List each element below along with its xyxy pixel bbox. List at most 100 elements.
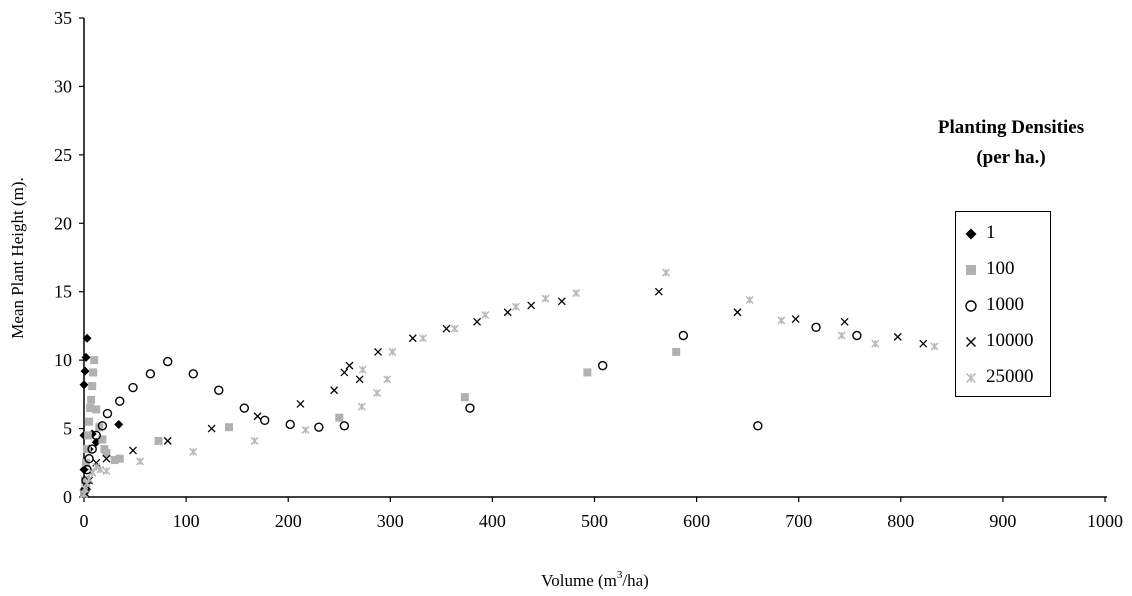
data-point-1000: [82, 464, 92, 475]
data-point-1000: [597, 360, 608, 371]
series-100: [80, 347, 681, 497]
legend-marker-x: [966, 337, 976, 347]
data-point-100: [335, 413, 344, 422]
y-axis-title: Mean Plant Height (m).: [8, 177, 27, 338]
data-point-25000: [357, 402, 366, 411]
data-point-10000: [355, 375, 364, 384]
data-point-1000: [84, 453, 94, 464]
data-point-100: [100, 445, 109, 454]
data-points: [79, 268, 939, 499]
data-point-25000: [372, 388, 382, 398]
data-point-25000: [930, 342, 939, 351]
legend-item-100: 100: [956, 252, 1050, 288]
data-point-1: [82, 333, 92, 343]
data-point-10000: [408, 334, 417, 343]
data-point-10000: [791, 315, 800, 324]
data-point-1000: [260, 415, 270, 426]
x-ticks: 0 100 200 300 400 500 600 700 800 900 1000: [80, 497, 1123, 531]
data-point-25000: [383, 375, 392, 384]
data-point-1: [80, 366, 90, 376]
data-point-10000: [654, 287, 663, 296]
data-point-1000: [128, 382, 138, 393]
legend-label: 1: [986, 222, 996, 243]
x-axis-title: Volume (m3/ha): [541, 569, 649, 590]
x-tick-label: 1000: [1087, 511, 1123, 531]
data-point-25000: [481, 310, 490, 320]
data-point-100: [84, 431, 93, 440]
x-tick-label: 400: [479, 511, 506, 531]
data-point-25000: [837, 331, 846, 340]
data-point-25000: [102, 466, 111, 476]
data-point-25000: [358, 365, 367, 374]
data-point-10000: [527, 301, 536, 310]
data-point-25000: [301, 425, 310, 434]
data-point-25000: [250, 436, 259, 445]
data-point-1000: [339, 421, 350, 431]
data-point-25000: [541, 294, 550, 303]
data-point-1000: [314, 422, 324, 432]
data-point-1000: [811, 322, 821, 332]
legend-item-1000: 1000: [956, 288, 1050, 324]
legend-item-10000: 10000: [956, 324, 1050, 360]
legend-item-1: 1: [956, 216, 1050, 252]
data-point-1000: [91, 430, 101, 441]
data-point-100: [82, 458, 91, 467]
data-point-10000: [840, 317, 849, 326]
data-point-100: [98, 435, 107, 444]
data-point-1000: [102, 408, 113, 419]
data-point-1: [79, 380, 89, 390]
data-point-10000: [340, 368, 349, 377]
legend-label: 25000: [986, 366, 1034, 387]
series-25000: [79, 268, 939, 499]
legend-item-25000: 25000: [956, 360, 1050, 396]
data-point-25000: [450, 324, 459, 333]
x-tick-label: 200: [275, 511, 302, 531]
data-point-25000: [136, 457, 145, 466]
data-point-100: [115, 454, 124, 463]
data-point-25000: [189, 447, 198, 456]
series-10000: [81, 287, 928, 497]
x-axis-title-prefix: Volume (m: [541, 571, 617, 590]
data-point-25000: [388, 347, 397, 356]
data-point-10000: [893, 332, 902, 341]
data-point-25000: [418, 334, 428, 343]
data-point-100: [154, 436, 163, 445]
data-point-1000: [285, 419, 295, 430]
legend-marker-asterisk: [965, 372, 977, 384]
data-point-10000: [129, 446, 137, 455]
y-tick-label: 5: [63, 419, 72, 439]
data-point-25000: [745, 295, 754, 304]
data-point-1: [114, 419, 124, 429]
data-point-1000: [852, 330, 862, 341]
data-point-100: [672, 347, 681, 356]
y-tick-label: 35: [54, 8, 72, 28]
data-point-1: [79, 465, 89, 475]
data-point-10000: [733, 308, 742, 317]
y-tick-label: 20: [54, 213, 72, 233]
legend-label: 1000: [986, 294, 1024, 315]
legend-title: Planting Densities (per ha.): [900, 113, 1122, 173]
data-point-1000: [163, 356, 173, 367]
y-tick-label: 25: [54, 145, 72, 165]
data-point-1: [81, 352, 91, 362]
data-point-100: [92, 405, 101, 414]
y-tick-label: 30: [54, 76, 72, 96]
y-ticks: 0 5 10 15 20 25 30 35: [54, 8, 84, 507]
data-point-1000: [97, 421, 108, 431]
data-point-10000: [374, 347, 383, 356]
x-axis-title-sup: 3: [617, 569, 623, 581]
data-point-100: [102, 449, 111, 458]
y-tick-label: 10: [54, 350, 72, 370]
data-point-100: [460, 393, 469, 402]
data-point-100: [110, 456, 119, 465]
data-point-1000: [188, 369, 198, 379]
data-point-1000: [239, 403, 249, 413]
data-point-1000: [214, 385, 224, 395]
data-point-10000: [919, 339, 928, 348]
legend-marker-square: [966, 265, 976, 275]
data-point-1000: [753, 421, 763, 431]
data-point-10000: [473, 317, 482, 326]
data-point-25000: [92, 462, 101, 471]
data-point-10000: [557, 297, 566, 306]
legend: 1 100 1000 10000 25000: [955, 211, 1051, 397]
